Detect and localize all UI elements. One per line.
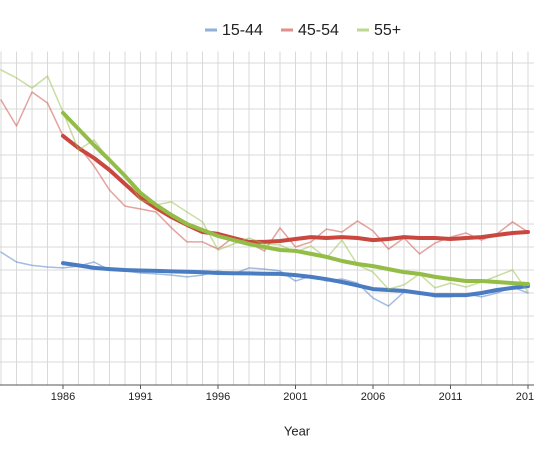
x-tick-label: 1991: [128, 391, 152, 403]
legend-label: 15-44: [222, 22, 263, 39]
trend-line: [61, 110, 530, 286]
x-tick-label: 1996: [206, 391, 230, 403]
trend-line: [61, 133, 530, 244]
x-tick-label: 2001: [283, 391, 307, 403]
trend-line: [61, 261, 530, 298]
x-tick-label: 2016: [516, 391, 534, 403]
x-tick-label: 2006: [361, 391, 385, 403]
series-line: [0, 91, 529, 255]
legend-label: 55+: [374, 22, 401, 39]
x-axis-title: Year: [284, 423, 311, 438]
series-line: [0, 69, 529, 293]
legend-label: 45-54: [298, 22, 339, 39]
x-tick-label: 2011: [439, 391, 463, 403]
x-tick-label: 1986: [51, 391, 75, 403]
